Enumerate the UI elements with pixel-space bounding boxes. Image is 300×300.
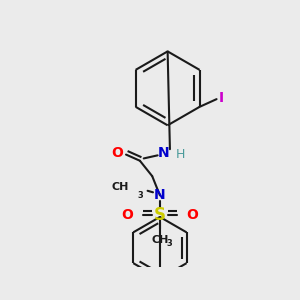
Text: I: I: [219, 92, 224, 105]
Text: O: O: [112, 146, 124, 160]
Text: N: N: [158, 146, 170, 160]
Text: H: H: [176, 148, 185, 161]
Text: CH: CH: [151, 235, 169, 245]
Text: O: O: [186, 208, 198, 222]
Text: S: S: [154, 206, 166, 224]
Text: 3: 3: [166, 238, 172, 247]
Text: 3: 3: [138, 191, 143, 200]
Text: CH: CH: [112, 182, 129, 192]
Text: N: N: [154, 188, 166, 203]
Text: O: O: [122, 208, 134, 222]
